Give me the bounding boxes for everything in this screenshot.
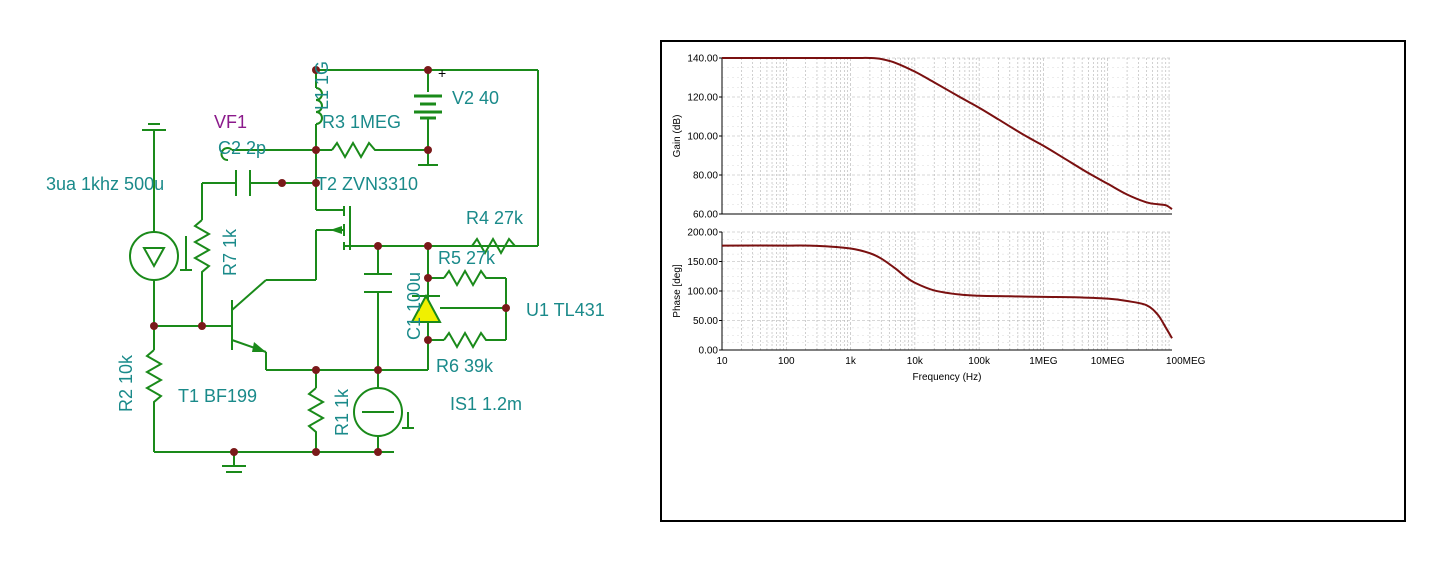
mosfet-arrow bbox=[330, 226, 342, 234]
series-line-1-0 bbox=[721, 244, 1173, 339]
label-t1: T1 BF199 bbox=[178, 386, 257, 406]
label-r5: R5 27k bbox=[438, 248, 496, 268]
y-tick-label: 50.00 bbox=[693, 316, 718, 327]
x-tick-label: 10 bbox=[716, 356, 728, 367]
bode-plots: 140.00 120.00 100.00 80.00 60.00 Gain (dB) 200… bbox=[672, 54, 1206, 384]
resistor-r3 bbox=[331, 140, 380, 160]
label-is1: IS1 1.2m bbox=[450, 394, 522, 414]
current-source-3ua bbox=[129, 231, 179, 281]
label-t2: T2 ZVN3310 bbox=[316, 174, 418, 194]
components bbox=[129, 94, 520, 473]
label-c1: C1 100u bbox=[404, 272, 424, 340]
x-tick-label: 1k bbox=[845, 356, 857, 367]
resistor-r7 bbox=[192, 219, 212, 278]
resistor-r2 bbox=[144, 349, 164, 410]
y-tick-label: 100.00 bbox=[687, 287, 718, 298]
y-axis-label: Phase [deg] bbox=[672, 264, 683, 318]
x-tick-label: 100MEG bbox=[1166, 356, 1206, 367]
label-v2: V2 40 bbox=[452, 88, 499, 108]
y-axis-label: Gain (dB) bbox=[672, 115, 683, 158]
y-tick-label: 140.00 bbox=[687, 54, 718, 65]
x-tick-label: 1MEG bbox=[1029, 356, 1058, 367]
y-tick-label: 120.00 bbox=[687, 93, 718, 104]
label-r7: R7 1k bbox=[220, 228, 240, 276]
label-r1: R1 1k bbox=[332, 388, 352, 436]
y-tick-label: 100.00 bbox=[687, 132, 718, 143]
label-r3: R3 1MEG bbox=[322, 112, 401, 132]
y-tick-label: 80.00 bbox=[693, 171, 718, 182]
circuit-schematic: VF1 C2 2p L1 1G R3 1MEG V2 40 + 3ua 1khz… bbox=[46, 61, 605, 473]
x-tick-label: 10MEG bbox=[1091, 356, 1125, 367]
y-tick-label: 0.00 bbox=[699, 346, 719, 357]
resistor-r4 bbox=[471, 236, 520, 256]
y-tick-label: 60.00 bbox=[693, 210, 718, 221]
resistor-r1 bbox=[306, 387, 326, 436]
resistor-r6 bbox=[443, 330, 490, 350]
label-u1: U1 TL431 bbox=[526, 300, 605, 320]
y-tick-label: 150.00 bbox=[687, 257, 718, 268]
label-r2: R2 10k bbox=[116, 354, 136, 412]
x-tick-label: 100k bbox=[968, 356, 991, 367]
y-tick-label: 200.00 bbox=[687, 228, 718, 239]
bode-plot-window: 140.00 120.00 100.00 80.00 60.00 Gain (dB) 200… bbox=[660, 40, 1406, 522]
label-c2: C2 2p bbox=[218, 138, 266, 158]
tl431-symbol bbox=[410, 293, 442, 323]
x-tick-label: 10k bbox=[907, 356, 924, 367]
series-line-0-0 bbox=[722, 56, 1173, 210]
x-tick-label: 100 bbox=[778, 356, 795, 367]
label-l1: L1 1G bbox=[312, 61, 332, 110]
plot-panel-1: 200.00 150.00 100.00 50.00 0.00 Phase [deg] 10… bbox=[672, 228, 1206, 384]
plot-panel-0: 140.00 120.00 100.00 80.00 60.00 Gain (dB) bbox=[672, 54, 1173, 221]
junction-dots bbox=[150, 66, 510, 456]
label-r4: R4 27k bbox=[466, 208, 524, 228]
current-source-is1 bbox=[353, 387, 403, 437]
bjt-arrow bbox=[252, 342, 266, 352]
label-r6: R6 39k bbox=[436, 356, 494, 376]
resistor-r5 bbox=[443, 268, 490, 288]
label-vf1: VF1 bbox=[214, 112, 247, 132]
x-axis-label: Frequency (Hz) bbox=[913, 372, 982, 383]
label-source: 3ua 1khz 500u bbox=[46, 174, 164, 194]
label-plus: + bbox=[438, 65, 446, 81]
